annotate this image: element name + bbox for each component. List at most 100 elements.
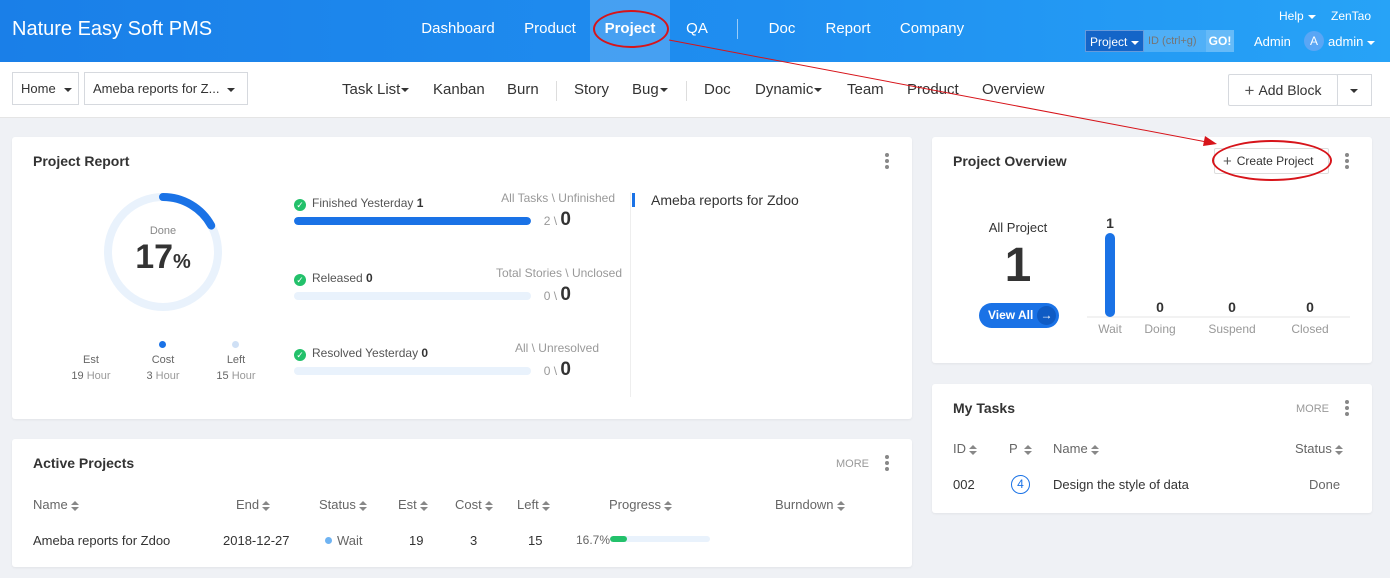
subnav-team[interactable]: Team (847, 81, 884, 98)
subnav-kanban[interactable]: Kanban (433, 81, 485, 98)
subnav-story[interactable]: Story (574, 81, 610, 98)
subnav-dynamic-label: Dynamic (755, 81, 814, 98)
est-label: Est (83, 354, 99, 366)
project-est: 19 (409, 533, 424, 548)
col-est[interactable]: Est (398, 497, 428, 512)
arrow-right-icon: → (1037, 306, 1056, 325)
subnav-overview[interactable]: Overview (982, 81, 1045, 98)
breadcrumb-project[interactable]: Ameba reports for Z... (84, 72, 248, 105)
active-projects-title: Active Projects (33, 455, 135, 471)
col-left-label: Left (517, 497, 539, 512)
col-left[interactable]: Left (517, 497, 550, 512)
project-report-title: Project Report (33, 153, 130, 169)
subnav-divider (686, 81, 687, 101)
left-value: 15 Hour (206, 370, 266, 382)
all-project-label: All Project (988, 220, 1048, 235)
col-status[interactable]: Status (1295, 441, 1343, 456)
left-unit: Hour (231, 370, 256, 382)
chevron-down-icon (1350, 88, 1358, 93)
nav-dashboard[interactable]: Dashboard (421, 20, 495, 37)
subnav-task-list-label: Task List (342, 81, 401, 98)
nav-doc[interactable]: Doc (768, 20, 796, 37)
chevron-down-icon (1367, 40, 1376, 45)
task-name-link[interactable]: Design the style of data (1053, 477, 1189, 492)
admin-link[interactable]: Admin (1254, 34, 1291, 49)
add-block-button[interactable]: + Add Block (1228, 74, 1338, 106)
col-burndown[interactable]: Burndown (775, 497, 845, 512)
my-tasks-title: My Tasks (953, 400, 1015, 416)
cost-number: 3 (146, 370, 153, 382)
more-options-icon[interactable] (885, 153, 889, 169)
total-stories-label: Total Stories \ Unclosed (495, 266, 622, 280)
subnav-doc[interactable]: Doc (704, 81, 731, 98)
annotation-oval (1212, 140, 1332, 181)
nav-product[interactable]: Product (524, 20, 576, 37)
nav-company[interactable]: Company (899, 20, 965, 37)
project-status-label: Wait (337, 533, 363, 548)
subnav-bug[interactable]: Bug (632, 62, 668, 118)
sort-icon (969, 444, 977, 455)
resolved-yesterday-text: Resolved Yesterday (312, 346, 419, 360)
tasks-count: 2 \ 0 (543, 209, 571, 230)
chevron-down-icon (401, 88, 410, 93)
bar-label-closed: Closed (1291, 322, 1328, 336)
more-options-icon[interactable] (885, 455, 889, 471)
view-all-label: View All (988, 308, 1034, 322)
bar-value-suspend: 0 (1228, 299, 1236, 315)
view-all-button[interactable]: View All → (979, 303, 1059, 328)
add-block-dropdown[interactable] (1337, 74, 1372, 106)
breadcrumb-home[interactable]: Home (12, 72, 79, 105)
more-options-icon[interactable] (1345, 400, 1349, 416)
col-priority[interactable]: P (1009, 441, 1032, 456)
subnav-dynamic[interactable]: Dynamic (755, 62, 823, 118)
bugs-count: 0 \ 0 (543, 359, 571, 380)
nav-report[interactable]: Report (825, 20, 871, 37)
subnav-burn[interactable]: Burn (507, 81, 539, 98)
finished-yesterday-text: Finished Yesterday (312, 196, 414, 210)
col-end[interactable]: End (236, 497, 271, 512)
col-name[interactable]: Name (33, 497, 79, 512)
nav-qa[interactable]: QA (686, 20, 708, 37)
col-id[interactable]: ID (953, 441, 977, 456)
tasks-total: 2 (543, 214, 551, 228)
col-cost[interactable]: Cost (455, 497, 493, 512)
col-progress[interactable]: Progress (609, 497, 673, 512)
bar-value-wait: 1 (1106, 215, 1114, 231)
search-type-select[interactable]: Project (1085, 30, 1144, 52)
subnav-divider (556, 81, 557, 101)
col-status[interactable]: Status (319, 497, 367, 512)
bar-label-suspend: Suspend (1208, 322, 1255, 336)
more-link[interactable]: MORE (836, 458, 869, 470)
sort-icon (1023, 444, 1032, 455)
sort-icon (70, 500, 79, 511)
more-options-icon[interactable] (1345, 153, 1349, 169)
project-name-marker (632, 193, 635, 207)
project-name-link[interactable]: Ameba reports for Zdoo (33, 533, 171, 548)
left-dot (232, 341, 239, 348)
user-menu[interactable]: admin (1328, 34, 1376, 49)
report-project-name[interactable]: Ameba reports for Zdoo (651, 192, 799, 208)
my-tasks-panel: My Tasks MORE ID P Name Status 002 4 Des… (932, 384, 1372, 513)
sort-icon (541, 500, 550, 511)
project-progress-text: 16.7% (576, 533, 611, 547)
brand-title[interactable]: Nature Easy Soft PMS (12, 18, 213, 40)
col-status-label: Status (319, 497, 356, 512)
project-status: Wait (325, 533, 363, 548)
bugs-unresolved: 0 (560, 359, 571, 380)
col-cost-label: Cost (455, 497, 482, 512)
stories-total: 0 (543, 289, 551, 303)
done-percent: 17% (100, 238, 226, 277)
check-circle-icon: ✓ (294, 349, 306, 361)
zentao-link[interactable]: ZenTao (1331, 9, 1372, 23)
go-button[interactable]: GO! (1206, 30, 1234, 52)
subnav-product[interactable]: Product (907, 81, 959, 98)
sort-icon (419, 500, 428, 511)
more-link[interactable]: MORE (1296, 403, 1329, 415)
est-number: 19 (71, 370, 84, 382)
subnav-task-list[interactable]: Task List (342, 62, 410, 118)
col-name[interactable]: Name (1053, 441, 1099, 456)
search-id-input[interactable] (1144, 30, 1206, 52)
cost-unit: Hour (155, 370, 180, 382)
help-menu[interactable]: Help (1279, 9, 1316, 23)
avatar[interactable]: A (1304, 31, 1324, 51)
